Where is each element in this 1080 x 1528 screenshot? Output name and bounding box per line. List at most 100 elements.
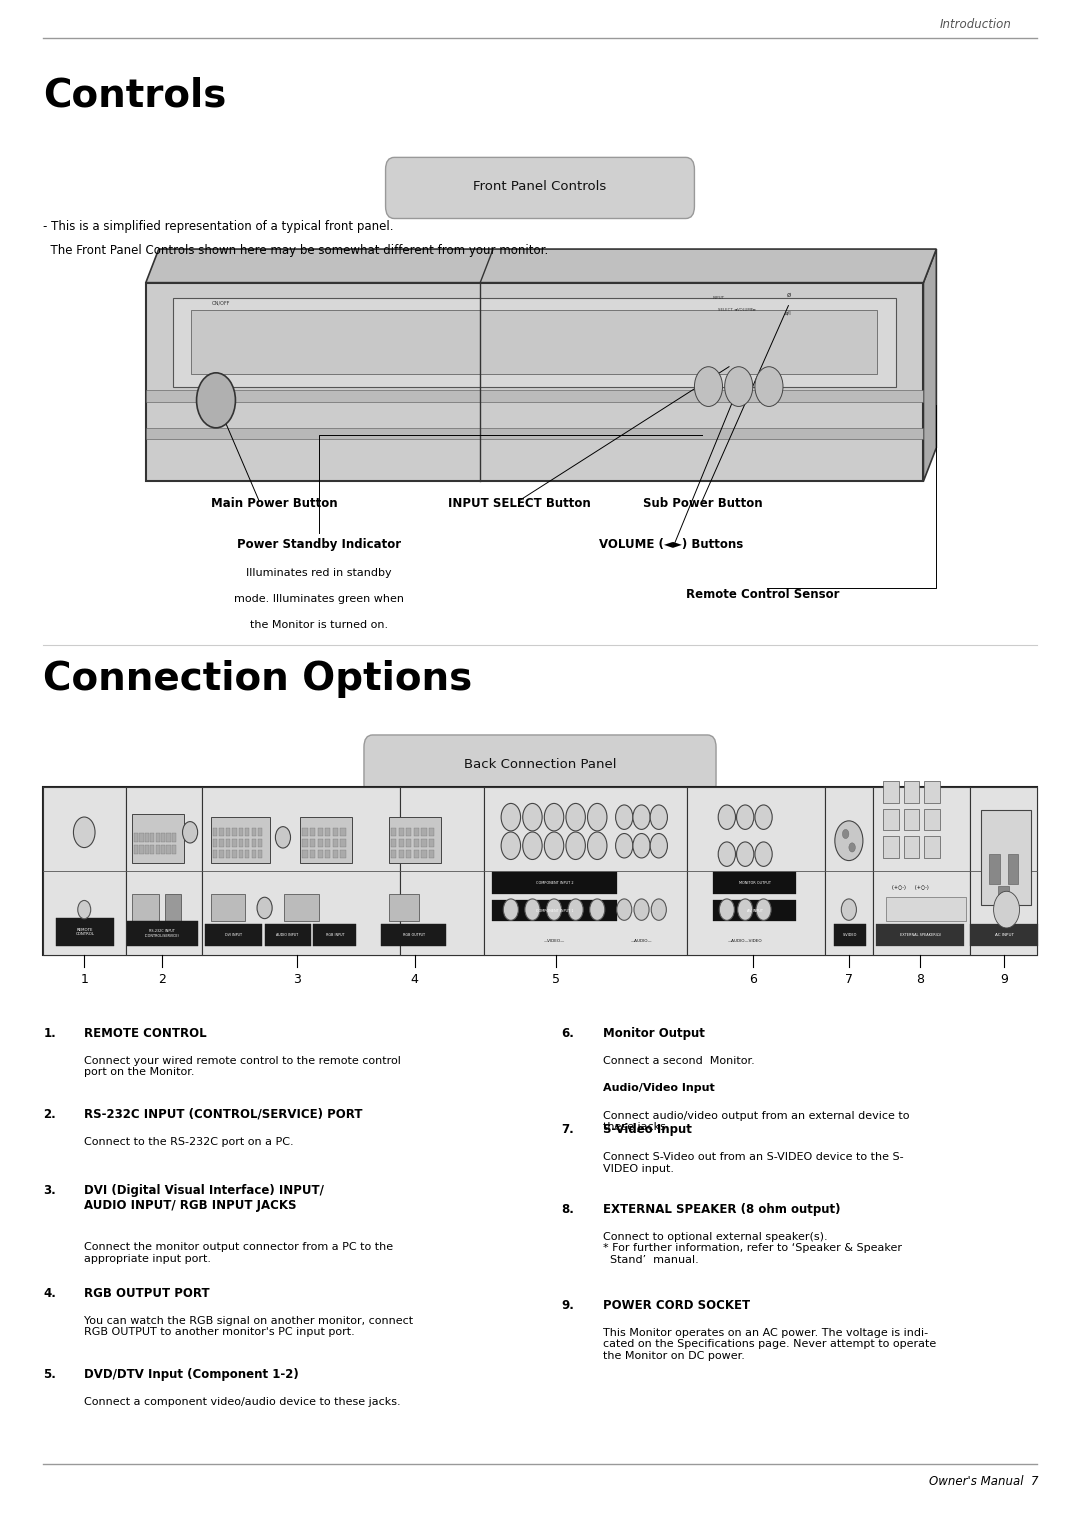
Text: - This is a simplified representation of a typical front panel.: - This is a simplified representation of… [43, 220, 394, 234]
Circle shape [694, 367, 723, 406]
Text: —AUDIO—: —AUDIO— [631, 938, 652, 943]
Bar [325, 839, 330, 847]
Bar [211, 816, 270, 862]
Circle shape [755, 842, 772, 866]
Bar [414, 850, 419, 857]
Bar [970, 787, 1037, 955]
Text: INPUT SELECT Button: INPUT SELECT Button [448, 497, 591, 510]
Text: DVI INPUT: DVI INPUT [225, 934, 242, 937]
Circle shape [738, 898, 753, 920]
Bar [146, 390, 923, 402]
Bar [139, 845, 144, 854]
Text: REMOTE CONTROL: REMOTE CONTROL [84, 1027, 207, 1041]
Text: Connect a second  Monitor.: Connect a second Monitor. [603, 1056, 755, 1067]
Bar [258, 850, 262, 857]
Bar [998, 886, 1009, 902]
Bar [970, 924, 1038, 946]
Circle shape [183, 822, 198, 843]
Bar [400, 787, 484, 955]
Circle shape [725, 367, 753, 406]
Bar [166, 833, 171, 842]
Bar [381, 924, 446, 946]
Bar [904, 836, 919, 857]
Circle shape [841, 898, 856, 920]
Bar [252, 828, 256, 836]
Text: Connection Options: Connection Options [43, 660, 472, 698]
Bar [310, 828, 315, 836]
Circle shape [78, 900, 91, 918]
Circle shape [718, 842, 735, 866]
Bar [886, 897, 966, 921]
Text: 1: 1 [80, 973, 89, 987]
Bar [333, 828, 338, 836]
Text: The Front Panel Controls shown here may be somewhat different from your monitor.: The Front Panel Controls shown here may … [43, 244, 549, 258]
Text: DVD/DTV Input (Component 1-2): DVD/DTV Input (Component 1-2) [84, 1368, 299, 1381]
Bar [492, 900, 617, 921]
Bar [883, 781, 899, 802]
Bar [145, 845, 149, 854]
Bar [1008, 854, 1018, 885]
Bar [399, 828, 404, 836]
Text: Connect to the RS-232C port on a PC.: Connect to the RS-232C port on a PC. [84, 1137, 294, 1148]
Bar [146, 428, 923, 439]
Circle shape [501, 831, 521, 859]
Text: 9.: 9. [562, 1299, 575, 1313]
Text: Front Panel Controls: Front Panel Controls [473, 180, 607, 193]
Bar [150, 833, 154, 842]
Bar [391, 850, 396, 857]
Text: 4.: 4. [43, 1287, 56, 1300]
Text: AC INPUT: AC INPUT [995, 934, 1014, 937]
Bar [245, 850, 249, 857]
Text: S-VIDEO: S-VIDEO [842, 934, 858, 937]
Bar [245, 839, 249, 847]
Bar [211, 894, 245, 921]
Text: Main Power Button: Main Power Button [211, 497, 337, 510]
Bar [239, 839, 243, 847]
Circle shape [523, 831, 542, 859]
Circle shape [568, 898, 583, 920]
Circle shape [544, 831, 564, 859]
Text: Owner's Manual  7: Owner's Manual 7 [929, 1475, 1038, 1488]
Text: 7: 7 [845, 973, 853, 987]
Text: —VIDEO—: —VIDEO— [543, 938, 565, 943]
Bar [239, 828, 243, 836]
Circle shape [617, 898, 632, 920]
Bar [219, 828, 224, 836]
Circle shape [651, 898, 666, 920]
Bar [156, 833, 160, 842]
Bar [687, 787, 825, 955]
Bar [232, 828, 237, 836]
Circle shape [616, 833, 633, 857]
Bar [325, 828, 330, 836]
Circle shape [275, 827, 291, 848]
Text: You can watch the RGB signal on another monitor, connect
RGB OUTPUT to another m: You can watch the RGB signal on another … [84, 1316, 414, 1337]
Bar [213, 839, 217, 847]
Bar [150, 845, 154, 854]
Bar [166, 845, 171, 854]
Bar [981, 810, 1031, 905]
Text: AV INPUT: AV INPUT [747, 909, 762, 912]
Bar [172, 845, 176, 854]
Text: (+○-)      (+○-): (+○-) (+○-) [892, 885, 929, 891]
Bar [883, 836, 899, 857]
Bar [429, 850, 434, 857]
Bar [825, 787, 873, 955]
Bar [310, 850, 315, 857]
Bar [421, 828, 427, 836]
Text: Audio/Video Input: Audio/Video Input [603, 1083, 714, 1094]
Circle shape [633, 805, 650, 830]
Bar [414, 839, 419, 847]
Bar [226, 850, 230, 857]
Circle shape [566, 831, 585, 859]
Text: 3: 3 [293, 973, 301, 987]
Bar [302, 850, 308, 857]
Bar [219, 839, 224, 847]
Circle shape [755, 367, 783, 406]
Polygon shape [146, 249, 936, 283]
Circle shape [835, 821, 863, 860]
Circle shape [588, 804, 607, 831]
Text: 7.: 7. [562, 1123, 575, 1137]
Text: mode. Illuminates green when: mode. Illuminates green when [233, 594, 404, 605]
Text: ON/OFF: ON/OFF [212, 299, 231, 306]
Bar [713, 872, 796, 894]
